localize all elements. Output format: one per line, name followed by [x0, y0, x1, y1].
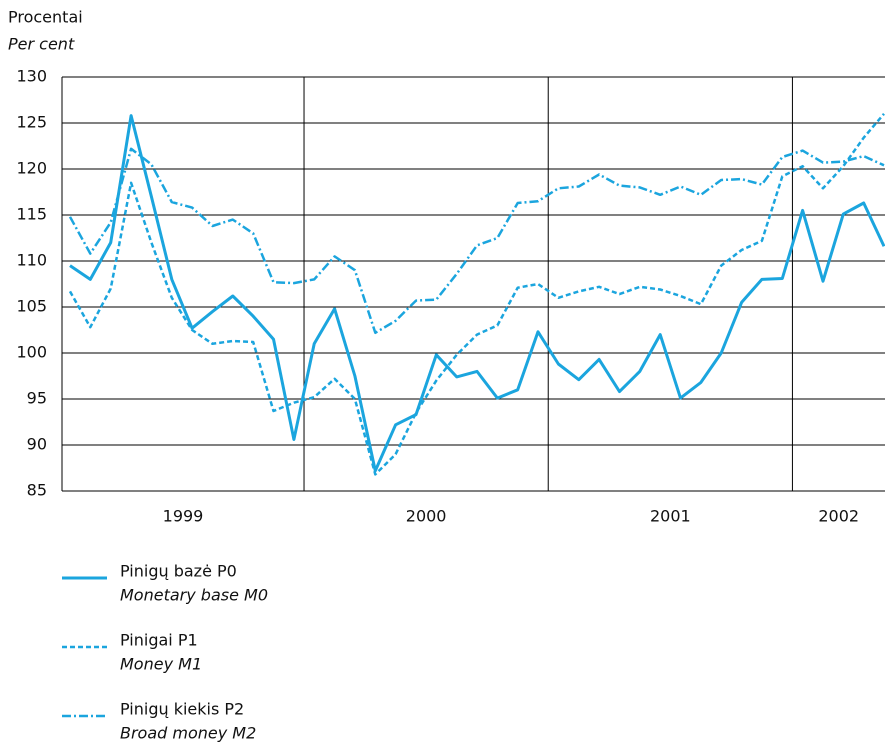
y-axis-label: Procentai [8, 8, 83, 27]
legend-label: Pinigai P1 [120, 631, 198, 650]
legend-label-en: Monetary base M0 [120, 586, 268, 605]
series-line [68, 112, 885, 476]
y-tick-label: 115 [16, 205, 47, 224]
legend-label: Pinigų bazė P0 [120, 562, 237, 581]
y-tick-label: 105 [16, 297, 47, 316]
x-tick-label: 2001 [650, 507, 691, 526]
y-tick-label: 130 [16, 67, 47, 86]
x-tick-label: 1999 [163, 507, 204, 526]
legend-label-en: Broad money M2 [120, 724, 256, 743]
x-tick-label: 2000 [406, 507, 447, 526]
y-tick-label: 125 [16, 113, 47, 132]
series-line [68, 147, 885, 335]
y-tick-label: 120 [16, 159, 47, 178]
x-tick-label: 2002 [818, 507, 859, 526]
legend-label: Pinigų kiekis P2 [120, 700, 244, 719]
y-tick-label: 110 [16, 251, 47, 270]
y-tick-label: 85 [27, 481, 47, 500]
y-axis-label-en: Per cent [8, 35, 75, 54]
legend-label-en: Money M1 [120, 655, 202, 674]
series-line [69, 114, 885, 473]
y-tick-label: 95 [27, 389, 47, 408]
y-tick-label: 90 [27, 435, 47, 454]
y-tick-label: 100 [16, 343, 47, 362]
